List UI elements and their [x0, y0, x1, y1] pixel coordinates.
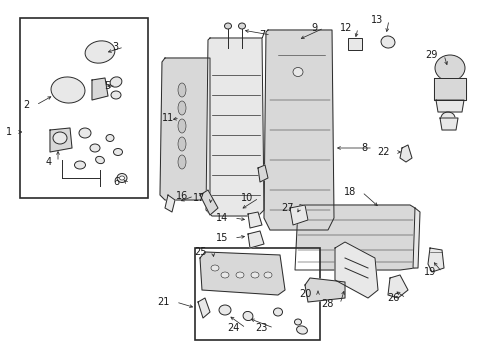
- Text: 21: 21: [157, 297, 170, 307]
- Text: 20: 20: [299, 289, 311, 299]
- Polygon shape: [50, 128, 72, 152]
- Text: 25: 25: [194, 247, 206, 257]
- Ellipse shape: [221, 272, 228, 278]
- Ellipse shape: [51, 77, 85, 103]
- Text: 23: 23: [255, 323, 267, 333]
- Ellipse shape: [85, 41, 115, 63]
- Polygon shape: [198, 298, 209, 318]
- Text: 28: 28: [321, 299, 333, 309]
- Text: 18: 18: [343, 187, 355, 197]
- Ellipse shape: [53, 132, 67, 144]
- Ellipse shape: [119, 176, 124, 180]
- Text: 24: 24: [227, 323, 240, 333]
- Ellipse shape: [90, 144, 100, 152]
- Ellipse shape: [178, 101, 185, 115]
- Ellipse shape: [113, 148, 122, 156]
- Text: 22: 22: [377, 147, 389, 157]
- Polygon shape: [439, 118, 457, 130]
- Ellipse shape: [243, 311, 252, 320]
- Text: 4: 4: [46, 157, 52, 167]
- Polygon shape: [433, 78, 465, 100]
- Ellipse shape: [178, 119, 185, 133]
- Text: 10: 10: [240, 193, 252, 203]
- Polygon shape: [294, 205, 414, 270]
- Ellipse shape: [111, 91, 121, 99]
- Ellipse shape: [380, 36, 394, 48]
- Text: 13: 13: [370, 15, 382, 25]
- Text: 17: 17: [192, 193, 204, 203]
- Polygon shape: [334, 242, 377, 298]
- Text: 26: 26: [387, 293, 399, 303]
- Polygon shape: [387, 275, 407, 298]
- Ellipse shape: [273, 308, 282, 316]
- Polygon shape: [200, 252, 285, 295]
- Polygon shape: [92, 78, 108, 100]
- Text: 5: 5: [103, 81, 110, 91]
- Text: 8: 8: [360, 143, 366, 153]
- Polygon shape: [412, 208, 419, 268]
- Polygon shape: [427, 248, 443, 272]
- Ellipse shape: [178, 137, 185, 151]
- Ellipse shape: [106, 135, 114, 141]
- Ellipse shape: [296, 326, 307, 334]
- Polygon shape: [289, 205, 307, 225]
- Polygon shape: [435, 100, 463, 112]
- Polygon shape: [305, 278, 345, 302]
- Text: 2: 2: [24, 100, 30, 110]
- Ellipse shape: [117, 174, 127, 183]
- Ellipse shape: [74, 161, 85, 169]
- Text: 19: 19: [423, 267, 435, 277]
- Ellipse shape: [110, 77, 122, 87]
- Text: 7: 7: [258, 30, 264, 40]
- Polygon shape: [258, 165, 267, 182]
- Text: 3: 3: [112, 42, 118, 52]
- Polygon shape: [200, 190, 218, 215]
- Ellipse shape: [238, 23, 245, 29]
- Bar: [195, 248, 319, 340]
- Text: 14: 14: [215, 213, 227, 223]
- Bar: [347, 38, 361, 50]
- Ellipse shape: [178, 83, 185, 97]
- Ellipse shape: [294, 319, 301, 325]
- Ellipse shape: [434, 55, 464, 81]
- Polygon shape: [160, 58, 209, 200]
- Ellipse shape: [210, 265, 219, 271]
- Ellipse shape: [264, 272, 271, 278]
- Ellipse shape: [178, 155, 185, 169]
- Polygon shape: [399, 145, 411, 162]
- Ellipse shape: [440, 112, 454, 124]
- Text: 9: 9: [311, 23, 317, 33]
- Ellipse shape: [250, 272, 259, 278]
- Bar: [20, 18, 148, 198]
- Polygon shape: [164, 195, 175, 212]
- Text: 1: 1: [6, 127, 12, 137]
- Ellipse shape: [219, 305, 230, 315]
- Ellipse shape: [96, 156, 104, 164]
- Text: 29: 29: [425, 50, 437, 60]
- Text: 11: 11: [162, 113, 174, 123]
- Ellipse shape: [236, 272, 244, 278]
- Text: 12: 12: [339, 23, 351, 33]
- Polygon shape: [264, 30, 333, 230]
- Polygon shape: [247, 212, 262, 228]
- Polygon shape: [205, 38, 264, 216]
- Ellipse shape: [79, 128, 91, 138]
- Text: 27: 27: [281, 203, 293, 213]
- Ellipse shape: [292, 68, 303, 77]
- Polygon shape: [247, 231, 264, 248]
- Text: 16: 16: [175, 191, 187, 201]
- Ellipse shape: [224, 23, 231, 29]
- Text: 15: 15: [215, 233, 227, 243]
- Text: 6: 6: [114, 177, 120, 187]
